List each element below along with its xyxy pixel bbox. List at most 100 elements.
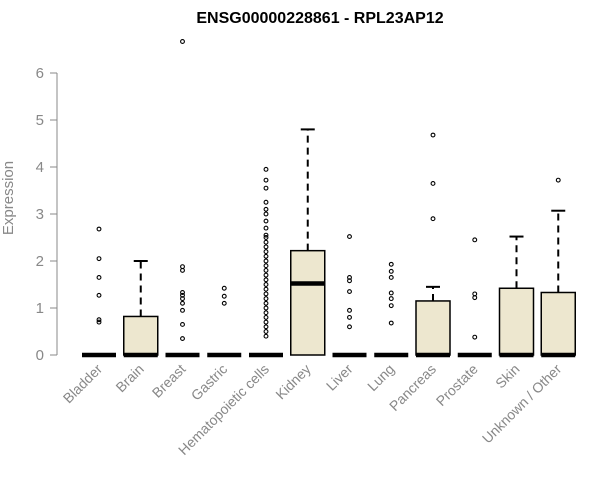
y-tick-label: 1: [36, 300, 44, 317]
outlier-point: [388, 296, 394, 302]
outlier-point: [388, 261, 394, 267]
y-tick-label: 6: [36, 65, 44, 82]
outlier-point: [388, 268, 394, 274]
outlier-point: [388, 290, 394, 296]
outlier-point: [347, 324, 352, 330]
box-hematopoietic-cells: [249, 166, 283, 358]
outlier-point: [180, 307, 185, 313]
outlier-point: [180, 336, 185, 341]
x-tick-label: Unknown / Other: [479, 361, 565, 447]
box-body: [498, 287, 535, 356]
outlier-point: [263, 319, 269, 325]
outlier-point: [388, 320, 394, 326]
outlier-point: [96, 319, 102, 325]
x-tick-label: Breast: [149, 361, 189, 401]
outlier-point: [221, 300, 227, 306]
outlier-point: [96, 292, 102, 298]
box-kidney: [290, 128, 326, 356]
outlier-point: [263, 244, 269, 250]
outlier-point: [96, 226, 102, 232]
outlier-point: [221, 293, 227, 299]
outlier-point: [555, 177, 561, 183]
boxes-group: [82, 39, 576, 358]
outlier-point: [263, 296, 269, 302]
outlier-point: [180, 39, 185, 44]
outlier-point: [263, 305, 269, 311]
outlier-point: [263, 300, 269, 306]
outlier-point: [263, 211, 269, 217]
x-tick-label: Brain: [112, 361, 146, 395]
box-pancreas: [415, 132, 451, 358]
outlier-point: [430, 132, 436, 138]
outlier-point: [263, 258, 269, 264]
outlier-point: [263, 225, 269, 231]
outlier-point: [263, 218, 269, 224]
outlier-point: [430, 216, 436, 222]
outlier-point: [96, 317, 102, 323]
outlier-point: [347, 275, 352, 280]
outlier-point: [263, 177, 269, 183]
box-brain: [123, 260, 159, 358]
outlier-point: [347, 307, 352, 313]
x-tick-label: Lung: [364, 361, 397, 394]
outlier-point: [263, 235, 269, 240]
x-tick-label: Prostate: [433, 361, 481, 409]
y-axis: 0 1 2 3 4 5 6: [36, 65, 58, 364]
outlier-point: [180, 290, 185, 295]
x-tick-label: Bladder: [60, 361, 106, 407]
outlier-point: [388, 303, 394, 309]
outlier-point: [430, 181, 436, 186]
box-liver: [332, 234, 367, 358]
chart-title: ENSG00000228861 - RPL23AP12: [196, 10, 443, 27]
box-prostate: [457, 237, 492, 358]
outlier-point: [263, 272, 269, 278]
y-tick-label: 4: [36, 159, 44, 176]
box-body: [415, 300, 451, 356]
outlier-point: [347, 314, 352, 320]
box-lung: [374, 261, 409, 358]
box-body: [540, 291, 576, 356]
box-body: [290, 249, 326, 356]
outlier-point: [347, 289, 352, 294]
outlier-point: [221, 285, 227, 291]
outlier-point: [263, 286, 269, 292]
outlier-point: [263, 199, 269, 205]
outlier-point: [263, 282, 269, 287]
box-unknown-other: [540, 177, 576, 358]
y-tick-label: 3: [36, 206, 44, 223]
box-skin: [498, 235, 535, 358]
outlier-point: [263, 324, 269, 330]
outlier-point: [263, 291, 269, 297]
outlier-point: [263, 333, 269, 339]
y-tick-label: 2: [36, 253, 44, 270]
outlier-point: [347, 234, 352, 240]
outlier-point: [96, 256, 102, 262]
outlier-point: [263, 249, 269, 255]
outlier-point: [180, 264, 185, 270]
outlier-point: [472, 291, 478, 297]
x-tick-label: Kidney: [272, 361, 314, 403]
y-tick-label: 0: [36, 347, 44, 364]
outlier-point: [180, 322, 185, 327]
outlier-point: [263, 263, 269, 269]
outlier-point: [263, 267, 269, 273]
y-axis-label: Expression: [0, 161, 17, 235]
box-gastric: [207, 285, 242, 358]
x-tick-label: Liver: [323, 361, 356, 394]
box-body: [123, 315, 159, 356]
y-tick-label: 5: [36, 112, 44, 129]
outlier-point: [388, 275, 394, 280]
outlier-point: [263, 206, 269, 212]
outlier-point: [263, 310, 269, 316]
outlier-point: [263, 277, 269, 283]
outlier-point: [263, 232, 269, 238]
outlier-point: [263, 253, 269, 259]
outlier-point: [180, 300, 185, 306]
outlier-point: [263, 166, 269, 172]
box-breast: [165, 39, 200, 358]
outlier-point: [263, 329, 269, 334]
x-tick-label: Skin: [492, 361, 523, 392]
outlier-point: [180, 292, 185, 298]
outlier-point: [263, 185, 269, 191]
